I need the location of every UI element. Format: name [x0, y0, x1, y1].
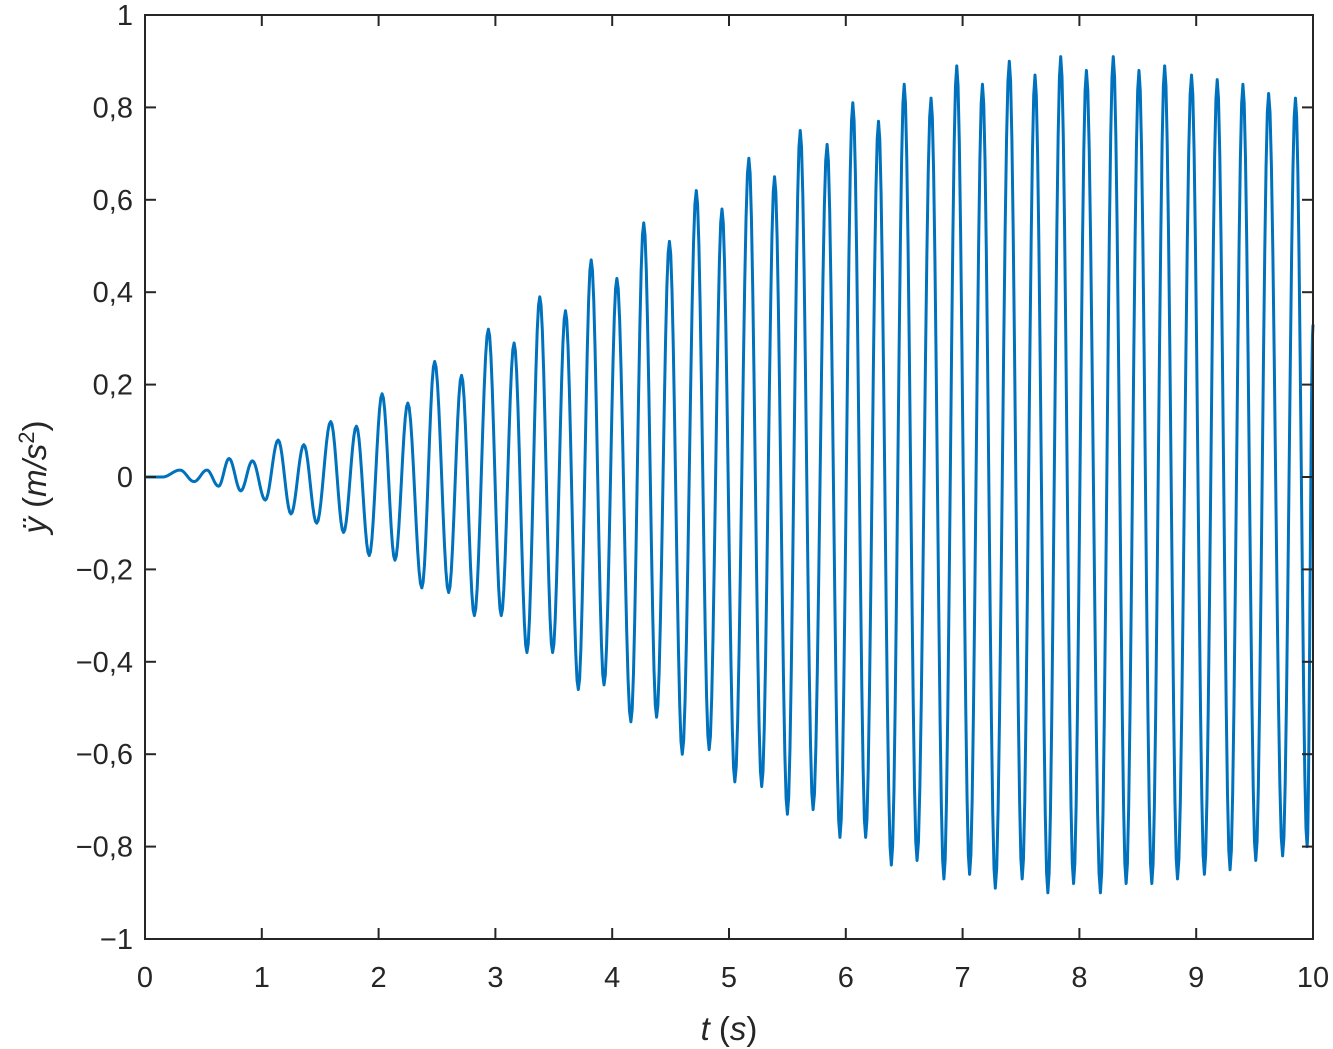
- x-tick-label-7: 7: [955, 962, 971, 994]
- x-tick-label-10: 10: [1297, 962, 1329, 994]
- x-tick-label-2: 2: [371, 962, 387, 994]
- y-tick-label-5: 0: [117, 462, 133, 494]
- y-tick-label-0: −1: [100, 924, 133, 956]
- svg-text:ÿ (m/s2): ÿ (m/s2): [14, 420, 53, 535]
- x-axis-label: t (s): [701, 1010, 758, 1047]
- y-tick-label-2: −0,6: [76, 739, 133, 771]
- y-tick-label-6: 0,2: [93, 370, 133, 402]
- y-tick-label-10: 1: [117, 0, 133, 32]
- y-tick-label-3: −0,4: [76, 647, 133, 679]
- x-tick-label-0: 0: [137, 962, 153, 994]
- x-tick-label-8: 8: [1071, 962, 1087, 994]
- x-tick-label-1: 1: [254, 962, 270, 994]
- x-tick-label-3: 3: [487, 962, 503, 994]
- plot-frame: [144, 14, 1314, 940]
- series-line-0: [145, 55, 1315, 895]
- x-tick-label-5: 5: [721, 962, 737, 994]
- y-tick-label-8: 0,6: [93, 185, 133, 217]
- y-tick-label-9: 0,8: [93, 92, 133, 124]
- x-tick-labels: 0 1 2 3 4 5 6 7 8 9 10: [137, 962, 1329, 994]
- y-tick-labels: −1 −0,8 −0,6 −0,4 −0,2 0 0,2 0,4 0,6 0,8 1: [76, 0, 133, 956]
- y-tick-label-4: −0,2: [76, 554, 133, 586]
- x-tick-label-6: 6: [838, 962, 854, 994]
- x-tick-label-4: 4: [604, 962, 620, 994]
- y-tick-label-7: 0,4: [93, 277, 133, 309]
- y-tick-label-1: −0,8: [76, 832, 133, 864]
- series-layer: [145, 55, 1315, 895]
- y-axis-label: ÿ (m/s2): [14, 420, 53, 535]
- x-tick-label-9: 9: [1188, 962, 1204, 994]
